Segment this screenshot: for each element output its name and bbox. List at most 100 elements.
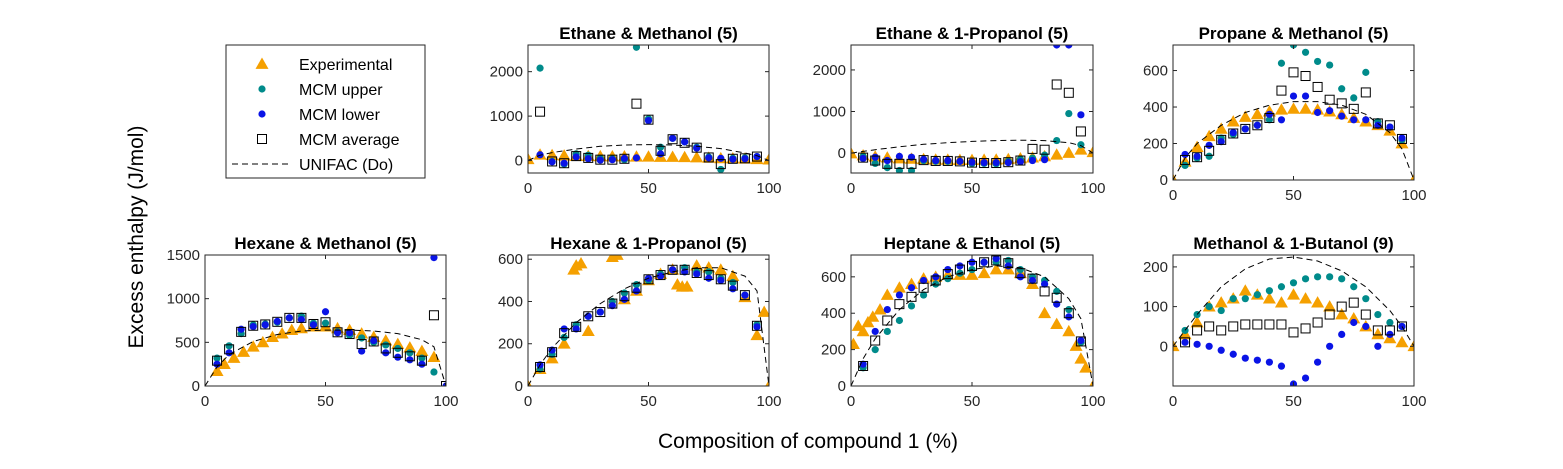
exp-point (757, 305, 769, 317)
exp-point (1062, 146, 1076, 158)
exp-point (880, 288, 894, 300)
avg-point (1204, 145, 1215, 156)
exp-point (1287, 102, 1300, 114)
lower-point (968, 258, 976, 266)
upper-point (932, 280, 940, 288)
plot-marks (851, 255, 1093, 386)
y-tick-label: 200 (1143, 259, 1168, 276)
upper-point (1065, 109, 1073, 118)
avg-point (727, 153, 738, 164)
lower-point (1338, 330, 1346, 338)
avg-point (547, 156, 558, 167)
lower-point (608, 302, 616, 310)
exp-point (702, 261, 716, 273)
lower-point (669, 134, 677, 142)
y-tick-label: 1000 (167, 291, 200, 308)
lower-point (753, 323, 761, 331)
y-tick-label: 500 (175, 334, 200, 351)
y-tick-label: 1000 (490, 108, 523, 125)
lower-point (1289, 92, 1298, 100)
x-tick-label: 50 (317, 393, 334, 410)
upper-point (382, 341, 390, 349)
lower-point (717, 276, 725, 284)
lower-point (418, 360, 426, 368)
upper-point (1217, 306, 1225, 315)
lower-point (358, 347, 366, 355)
chart-panel-5: 0 50 100 0 200 400 600 Hexane & 1-Propanol (5) (498, 234, 782, 410)
avg-point (428, 310, 439, 321)
avg-point (212, 355, 223, 366)
y-tick-label: 600 (821, 269, 846, 286)
legend-entry-exp: Experimental (255, 57, 392, 74)
chart-title: Ethane & 1-Propanol (5) (876, 24, 1069, 43)
avg-point (607, 298, 618, 309)
upper-point (871, 159, 879, 168)
upper-point (358, 334, 366, 342)
avg-point (715, 159, 726, 170)
exp-point (873, 303, 887, 315)
avg-point (1288, 327, 1299, 338)
lower-point (992, 255, 1000, 263)
avg-point (332, 327, 343, 338)
y-tick-label: 1000 (813, 103, 846, 120)
avg-point (320, 317, 331, 328)
exp-point (528, 152, 535, 165)
exp-point (1079, 361, 1093, 373)
avg-point (1360, 87, 1371, 98)
exp-point (1262, 292, 1276, 304)
x-tick-label: 50 (640, 393, 657, 410)
avg-point (1192, 325, 1203, 336)
x-tick-label: 100 (1401, 187, 1426, 204)
avg-point (272, 316, 283, 327)
lower-point (406, 356, 414, 364)
upper-point (920, 291, 928, 299)
lower-point (729, 155, 737, 163)
avg-point (1027, 143, 1038, 154)
avg-point (1372, 325, 1383, 336)
exp-point (726, 269, 740, 282)
plot-marks (1173, 256, 1414, 386)
avg-point (1051, 79, 1062, 90)
avg-point (882, 315, 893, 326)
y-tick-label: 0 (838, 378, 846, 395)
avg-point (882, 158, 893, 169)
exp-point (1311, 296, 1325, 308)
avg-point (1396, 133, 1407, 144)
lower-point (1265, 358, 1273, 366)
lower-point (1229, 350, 1237, 358)
exp-point (1050, 317, 1064, 330)
upper-point (656, 143, 665, 151)
exp-point (892, 281, 906, 293)
y-tick-label: 200 (498, 336, 523, 353)
lower-point (1241, 354, 1249, 362)
lower-point (346, 329, 354, 337)
legend-label: MCM lower (299, 107, 381, 124)
lower-point (1217, 346, 1225, 354)
y-tick-label: 200 (1143, 136, 1168, 153)
upper-point (1253, 291, 1261, 299)
exp-point (690, 259, 704, 271)
avg-point (1180, 337, 1191, 348)
exp-point (355, 327, 369, 339)
avg-point (858, 152, 869, 163)
upper-point (1338, 85, 1346, 93)
lower-point (1326, 342, 1334, 350)
lower-point (968, 158, 976, 166)
upper-point (883, 163, 891, 172)
exp-point (1202, 129, 1216, 142)
avg-point (751, 320, 762, 331)
avg-point (967, 157, 977, 168)
legend-marker (258, 110, 266, 118)
lower-point (632, 154, 641, 162)
avg-point (631, 98, 642, 109)
x-tick-label: 100 (756, 393, 781, 410)
avg-point (1063, 87, 1074, 98)
avg-point (655, 145, 666, 156)
lower-point (237, 325, 245, 333)
exp-point (275, 327, 289, 339)
lower-point (1265, 110, 1273, 118)
x-tick-label: 50 (1285, 187, 1302, 204)
avg-point (1252, 120, 1263, 131)
avg-point (991, 158, 1002, 169)
exp-point (1347, 312, 1361, 324)
